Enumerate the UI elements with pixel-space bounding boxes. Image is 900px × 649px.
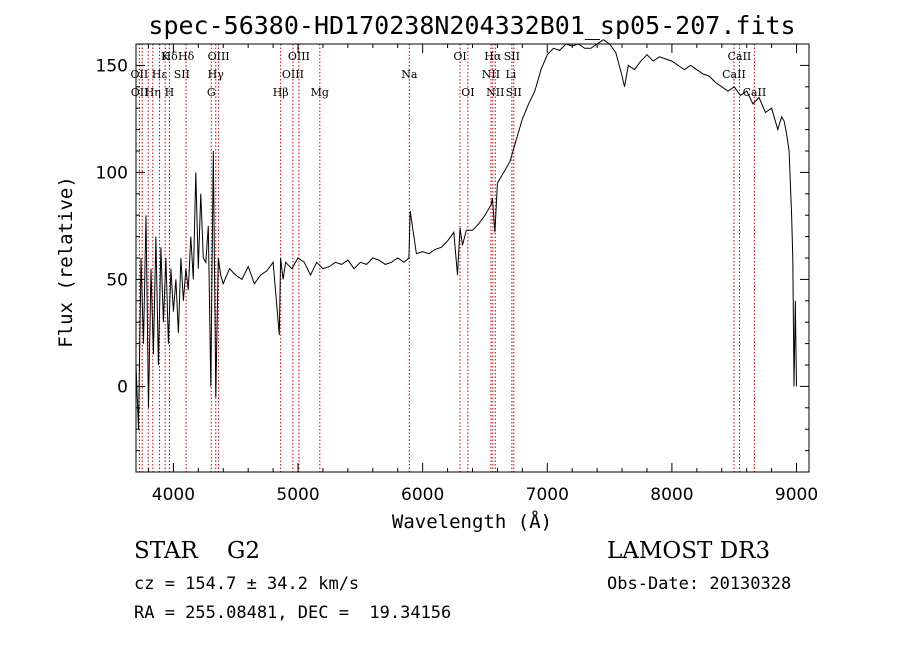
y-tick-label: 0 (117, 377, 128, 397)
emission-line-label: OIII (288, 50, 310, 63)
x-tick-label: 6000 (401, 485, 444, 505)
emission-line-label: CaII (722, 68, 746, 81)
emission-line-label: NII (482, 68, 500, 81)
emission-line-label: Hη (145, 86, 161, 99)
plot-frame (135, 43, 810, 473)
emission-line-label: NII (486, 86, 504, 99)
emission-line-label: Li (505, 68, 516, 81)
emission-line-label: H (165, 86, 175, 99)
y-axis-label: Flux (relative) (55, 176, 77, 348)
observation-date: Obs-Date: 20130328 (607, 574, 792, 594)
emission-line-label: Hε (152, 68, 168, 81)
x-axis-ticks: 4000 5000 6000 7000 8000 9000 (147, 44, 818, 505)
x-axis-label: Wavelength (Å) (392, 510, 552, 533)
emission-line-label: SII (504, 50, 520, 63)
emission-line-label: OII (131, 86, 149, 99)
x-tick-label: 4000 (152, 485, 195, 505)
emission-line-label: CaII (728, 50, 752, 63)
emission-line-label: K (161, 50, 170, 63)
x-tick-label: 7000 (526, 485, 569, 505)
emission-line-label: Na (401, 68, 418, 81)
chart-title: spec-56380-HD170238N204332B01_sp05-207.f… (148, 11, 795, 40)
y-axis-ticks: 0 50 100 150 (96, 43, 809, 452)
emission-line-label: G (207, 86, 216, 99)
emission-line-markers (138, 44, 755, 472)
x-tick-label: 5000 (276, 485, 319, 505)
y-tick-label: 100 (96, 163, 128, 183)
emission-line-label: OII (131, 68, 149, 81)
x-tick-label: 9000 (775, 485, 818, 505)
emission-line-label: OI (461, 86, 474, 99)
emission-line-label: Hβ (273, 86, 289, 99)
emission-line-label: CaII (743, 86, 767, 99)
emission-line-label: Mg (311, 86, 329, 99)
emission-line-label: SII (506, 86, 522, 99)
emission-line-label: OIII (208, 50, 230, 63)
survey-name: LAMOST DR3 (607, 538, 771, 564)
spectrum-line (135, 39, 797, 430)
object-class: STAR G2 (134, 538, 261, 564)
emission-line-label: SII (174, 68, 190, 81)
emission-line-label: Hδ (162, 50, 179, 63)
emission-line-label: Hγ (208, 68, 225, 81)
emission-line-label: Hδ (178, 50, 195, 63)
x-tick-label: 8000 (650, 485, 693, 505)
y-tick-label: 50 (106, 270, 128, 290)
redshift-cz: cz = 154.7 ± 34.2 km/s (134, 574, 360, 594)
emission-line-label: OIII (282, 68, 304, 81)
emission-line-label: OI (453, 50, 466, 63)
ra-dec-coordinates: RA = 255.08481, DEC = 19.34156 (134, 603, 452, 623)
emission-line-label: Hα (484, 50, 502, 63)
y-tick-label: 150 (96, 56, 128, 76)
